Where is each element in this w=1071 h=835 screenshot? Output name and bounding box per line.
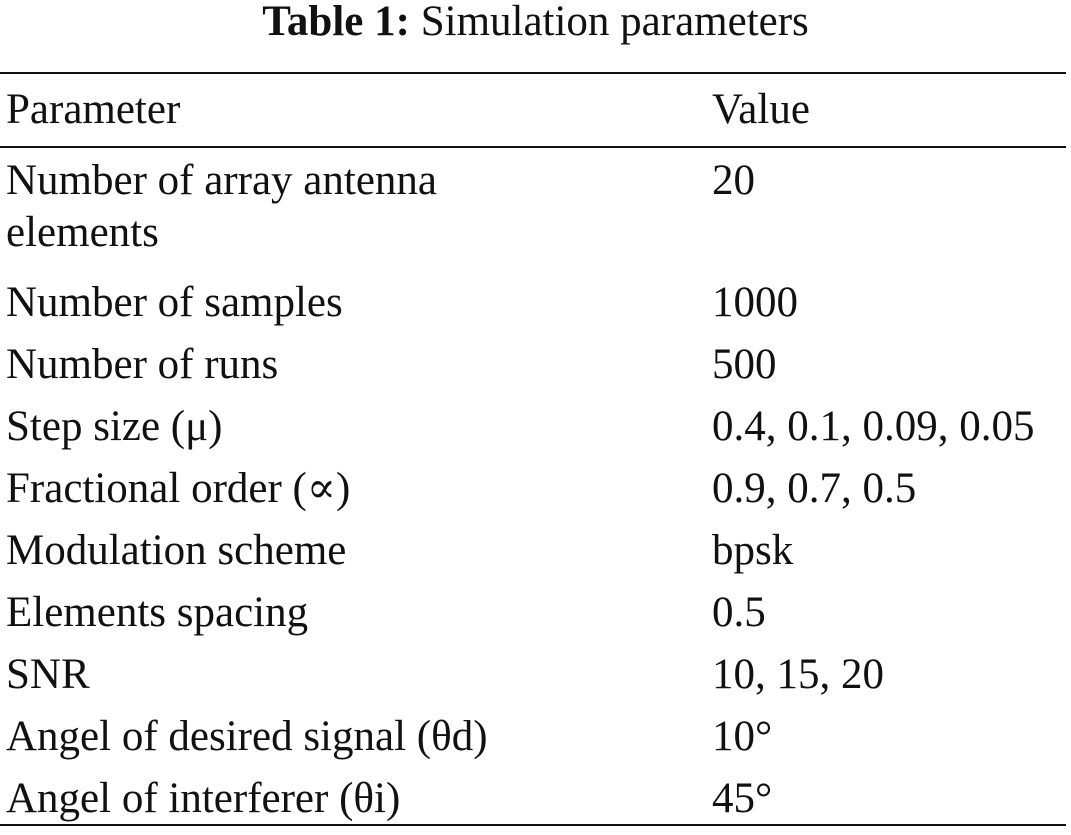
- table-row: Angel of interferer (θi) 45°: [0, 773, 1066, 835]
- table-row: Number of samples 1000: [0, 277, 1066, 339]
- table-caption-title: Simulation parameters: [420, 0, 809, 45]
- table-row: Number of array antenna elements 20: [0, 146, 1066, 277]
- table-row: Fractional order (∝) 0.9, 0.7, 0.5: [0, 463, 1066, 525]
- table-caption: Table 1: Simulation parameters: [0, 0, 1071, 48]
- cell-value: 10°: [712, 713, 773, 760]
- column-header-parameter: Parameter: [6, 86, 181, 133]
- table-row: Step size (μ) 0.4, 0.1, 0.09, 0.05: [0, 401, 1066, 463]
- table-row: Number of runs 500: [0, 339, 1066, 401]
- cell-value: bpsk: [712, 527, 794, 574]
- cell-value: 0.5: [712, 589, 766, 636]
- cell-parameter: Modulation scheme: [6, 527, 347, 574]
- cell-parameter: Fractional order (∝): [6, 465, 351, 512]
- header-rule: [0, 146, 1066, 148]
- table-header-row: Parameter Value: [0, 84, 1066, 146]
- cell-parameter: Angel of desired signal (θd): [6, 713, 488, 760]
- cell-parameter: SNR: [6, 651, 90, 698]
- cell-value: 10, 15, 20: [712, 651, 884, 698]
- cell-value: 20: [712, 157, 755, 204]
- column-header-value: Value: [712, 86, 810, 133]
- table-row: Angel of desired signal (θd) 10°: [0, 711, 1066, 773]
- cell-value: 500: [712, 341, 777, 388]
- cell-value: 45°: [712, 775, 773, 822]
- cell-value: 0.4, 0.1, 0.09, 0.05: [712, 403, 1035, 450]
- table-row: Elements spacing 0.5: [0, 587, 1066, 649]
- table-row: Modulation scheme bpsk: [0, 525, 1066, 587]
- cell-value: 0.9, 0.7, 0.5: [712, 465, 917, 512]
- bottom-rule: [0, 824, 1066, 826]
- cell-parameter: Elements spacing: [6, 589, 309, 636]
- table-caption-label: Table 1:: [262, 0, 410, 45]
- cell-parameter: Number of runs: [6, 341, 279, 388]
- cell-parameter: Angel of interferer (θi): [6, 775, 401, 822]
- top-rule: [0, 72, 1066, 74]
- cell-parameter: Number of array antenna elements: [6, 157, 437, 256]
- cell-parameter: Step size (μ): [6, 403, 223, 450]
- cell-value: 1000: [712, 279, 798, 326]
- cell-parameter: Number of samples: [6, 279, 343, 326]
- table-row: SNR 10, 15, 20: [0, 649, 1066, 711]
- parameters-table: Parameter Value Number of array antenna …: [0, 84, 1066, 835]
